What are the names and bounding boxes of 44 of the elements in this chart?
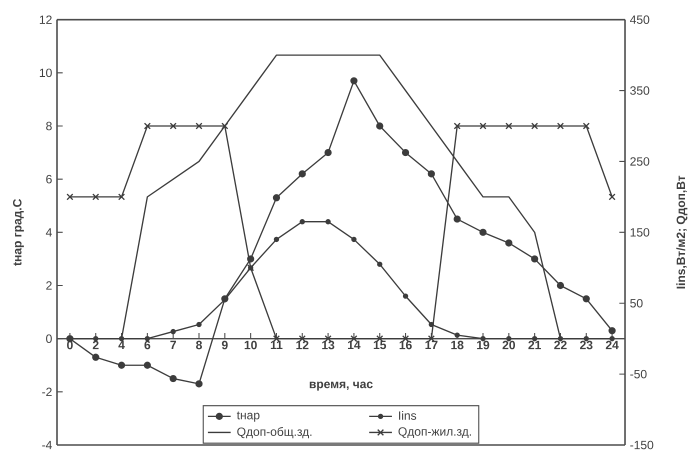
legend-label: Iins — [399, 411, 416, 420]
x-tick-label: 13 — [322, 340, 334, 350]
y-tick-label: -2 — [42, 388, 52, 396]
x-tick-label: 21 — [528, 340, 541, 350]
y2-axis-title: Iins,Вт/м2; Qдоп,Вт — [676, 176, 688, 288]
x-tick-label: 16 — [400, 340, 412, 350]
x-tick-label: 19 — [477, 340, 490, 350]
y-tick-label: 2 — [46, 281, 52, 290]
y2-tick-label: -50 — [630, 370, 647, 378]
x-tick-label: 24 — [606, 340, 619, 350]
y2-tick-label: 450 — [630, 15, 650, 24]
x-tick-label: 8 — [196, 340, 202, 350]
x-tick-label: 20 — [502, 340, 516, 350]
legend-label: tнар — [236, 411, 260, 422]
x-tick-label: 15 — [374, 340, 386, 350]
x-tick-label: 9 — [222, 340, 228, 350]
y-tick-label: 8 — [46, 122, 52, 130]
legend-label: Qдоп-общ.зд. — [237, 427, 312, 438]
y2-tick-label: -150 — [630, 440, 654, 450]
y-tick-label: 12 — [40, 15, 52, 24]
y-axis-title: tнар град.С — [13, 199, 24, 266]
y-tick-label: 0 — [46, 334, 52, 343]
x-tick-label: 22 — [554, 340, 567, 350]
y2-tick-label: 150 — [630, 228, 650, 237]
x-tick-label: 10 — [244, 340, 257, 350]
y2-tick-label: 50 — [630, 298, 643, 308]
x-tick-label: 2 — [92, 340, 99, 350]
x-tick-label: 4 — [118, 340, 125, 350]
x-tick-label: 14 — [348, 340, 361, 350]
legend-label: Qдоп-жил.зд. — [398, 427, 471, 438]
y-tick-label: 4 — [46, 228, 52, 236]
y2-tick-label: 250 — [630, 157, 650, 166]
x-tick-label: 6 — [144, 340, 150, 350]
y-tick-label: 6 — [46, 174, 52, 184]
x-tick-label: 23 — [580, 340, 593, 350]
x-axis-title: время, час — [310, 382, 373, 391]
x-tick-label: 7 — [170, 340, 176, 350]
y2-tick-label: 350 — [630, 86, 650, 95]
x-tick-label: 12 — [296, 340, 308, 350]
y-tick-label: -4 — [42, 440, 52, 450]
x-tick-label: 18 — [451, 340, 464, 350]
x-tick-label: 17 — [425, 340, 438, 350]
y-tick-label: 10 — [40, 68, 52, 78]
x-tick-label: 11 — [270, 340, 282, 350]
